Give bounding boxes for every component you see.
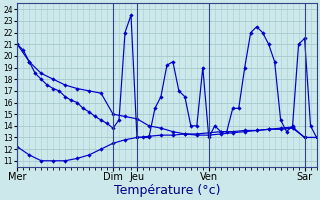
X-axis label: Température (°c): Température (°c)	[114, 184, 220, 197]
